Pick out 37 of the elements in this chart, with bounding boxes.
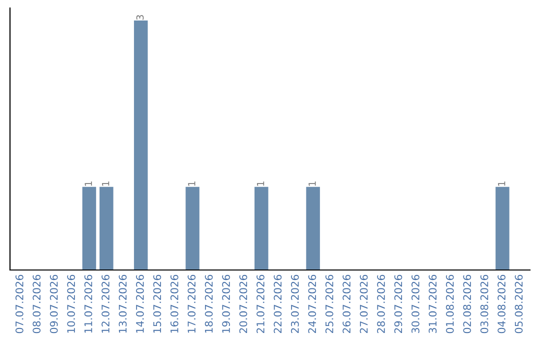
x-tick-label: 26.07.2026	[342, 274, 351, 334]
x-tick-label: 01.08.2026	[446, 274, 454, 334]
x-tick-label: 28.07.2026	[377, 274, 385, 334]
x-tick-label: 27.07.2026	[360, 274, 368, 334]
data-label: 1	[498, 182, 506, 186]
x-tick-label: 15.07.2026	[153, 274, 162, 333]
x-tick-label: 20.07.2026	[239, 274, 248, 334]
x-tick-label: 03.08.2026	[480, 274, 488, 334]
x-tick-label: 11.07.2026	[84, 274, 92, 333]
x-tick-label: 21.07.2026	[256, 274, 264, 334]
data-label: 1	[256, 182, 264, 186]
x-tick-label: 02.08.2026	[463, 274, 472, 334]
x-tick-label: 09.07.2026	[50, 274, 58, 334]
data-label: 3	[136, 15, 144, 20]
x-tick-label: 12.07.2026	[102, 274, 110, 333]
x-tick-label: 07.07.2026	[15, 274, 24, 334]
x-tick-label: 24.07.2026	[308, 274, 316, 334]
x-tick-label: 04.08.2026	[498, 274, 506, 334]
x-tick-label: 31.07.2026	[428, 274, 437, 334]
x-tick-label: 30.07.2026	[412, 274, 420, 334]
data-label: 1	[188, 182, 196, 186]
data-label: 1	[102, 182, 110, 186]
x-tick-label: 16.07.2026	[170, 274, 178, 333]
x-tick-label: 05.08.2026	[514, 274, 523, 334]
x-tick-label: 17.07.2026	[188, 274, 196, 333]
x-tick-label: 10.07.2026	[67, 274, 76, 333]
x-tick-label: 13.07.2026	[118, 274, 127, 333]
x-tick-label: 19.07.2026	[222, 274, 230, 333]
x-tick-label: 23.07.2026	[290, 274, 299, 334]
x-tick-label: 29.07.2026	[394, 274, 402, 334]
data-label: 1	[308, 182, 316, 186]
x-tick-label: 18.07.2026	[204, 274, 213, 333]
x-tick-label: 14.07.2026	[136, 274, 144, 333]
x-tick-label: 08.07.2026	[32, 274, 41, 334]
data-label: 1	[84, 182, 92, 186]
x-tick-label: 22.07.2026	[274, 274, 282, 334]
x-tick-label: 25.07.2026	[325, 274, 334, 334]
